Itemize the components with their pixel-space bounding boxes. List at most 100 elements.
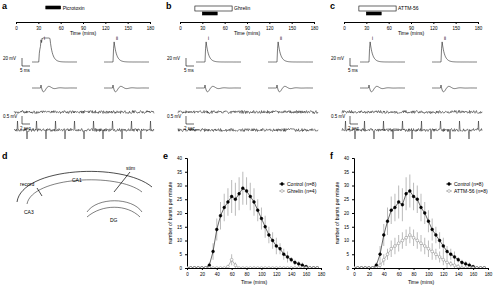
error-bar <box>402 232 403 249</box>
trace-label: ii <box>444 36 446 41</box>
trace-label: i <box>372 36 373 41</box>
waveform <box>360 42 405 62</box>
data-point <box>412 236 415 239</box>
data-point <box>308 267 311 268</box>
panel-label: d <box>2 151 8 161</box>
data-point <box>271 267 274 268</box>
tick: 10 <box>344 238 354 243</box>
data-point <box>438 239 441 242</box>
data-point <box>394 206 397 209</box>
error-bar <box>231 254 232 265</box>
tick-mark <box>456 22 457 24</box>
data-point <box>200 267 203 268</box>
error-bar <box>235 263 236 269</box>
tick-label: 0 <box>186 272 189 277</box>
data-point <box>356 267 359 268</box>
tick: 120 <box>430 22 438 31</box>
tick-mark <box>185 158 187 159</box>
data-point <box>472 267 475 268</box>
tick-label: 5 <box>179 252 182 257</box>
tick-label: 20 <box>177 211 183 216</box>
tick-label: 15 <box>177 225 183 230</box>
error-bar <box>465 261 466 267</box>
data-point <box>375 267 378 268</box>
tick-mark <box>83 22 84 24</box>
tick-mark <box>202 22 203 24</box>
error-bar <box>428 241 429 258</box>
axis-line <box>355 269 489 271</box>
tick: 160 <box>470 268 478 277</box>
error-bar <box>409 175 410 208</box>
error-bar <box>432 219 433 241</box>
data-point <box>431 228 434 231</box>
legend-marker <box>448 183 451 186</box>
tick-label: 0 <box>179 266 182 271</box>
tick-label: 0 <box>343 26 346 31</box>
tick: 140 <box>455 268 463 277</box>
tick-label: 30 <box>177 183 183 188</box>
trace-label: 0.5 mV <box>331 114 345 119</box>
data-point <box>390 209 393 212</box>
error-bar <box>380 263 381 269</box>
data-point <box>371 267 374 268</box>
record-electrode <box>37 188 42 196</box>
tick-mark <box>185 172 187 173</box>
axis-title: Time (mins) <box>241 279 268 285</box>
data-point <box>297 262 300 265</box>
long-trace <box>14 121 154 139</box>
tick-label: 100 <box>258 272 266 277</box>
tick-mark <box>352 186 354 187</box>
tick-label: 80 <box>245 272 251 277</box>
tick-label: 150 <box>452 26 460 31</box>
error-bar <box>394 238 395 255</box>
error-bar <box>239 177 240 210</box>
tick-mark <box>202 268 203 270</box>
waveform <box>432 42 477 62</box>
data-point <box>364 267 367 268</box>
traces <box>342 42 482 139</box>
trace-label: 2 sec <box>20 126 32 131</box>
error-bar <box>447 257 448 268</box>
tick: 15 <box>344 225 354 230</box>
trace-label: i <box>44 36 45 41</box>
data-point <box>427 247 430 250</box>
tick: 40 <box>382 268 388 277</box>
data-point <box>219 214 222 217</box>
tick: 80 <box>412 268 418 277</box>
tick-mark <box>276 268 277 270</box>
data-point <box>438 256 441 259</box>
data-point <box>401 239 404 242</box>
error-bar <box>435 227 436 244</box>
error-bar <box>216 219 217 241</box>
tick-label: 40 <box>177 156 183 161</box>
tick-mark <box>352 172 354 173</box>
data-point <box>397 201 400 204</box>
error-bar <box>421 235 422 252</box>
data-point <box>227 265 230 268</box>
data-point <box>208 267 211 268</box>
scale-bar <box>22 58 30 66</box>
bars <box>359 6 396 15</box>
error-bar <box>461 265 462 268</box>
tick-mark <box>443 268 444 270</box>
field-waveform <box>32 85 77 92</box>
data-point <box>245 267 248 268</box>
data-point <box>290 258 293 261</box>
data-point <box>282 253 285 256</box>
tick-label: 0 <box>179 26 182 31</box>
data-point <box>379 253 382 256</box>
data-point <box>367 267 370 268</box>
application-bar <box>366 12 381 15</box>
diagram-label: record <box>20 181 34 187</box>
tick-label: 180 <box>318 272 326 277</box>
tick-mark <box>292 22 293 24</box>
tick: 35 <box>177 170 187 175</box>
error-bar <box>250 183 251 211</box>
tick: 140 <box>288 268 296 277</box>
tick-label: 20 <box>367 272 373 277</box>
trace-label: ii <box>116 36 118 41</box>
data-point <box>453 264 456 267</box>
data-point <box>187 267 188 268</box>
tick: 120 <box>440 268 448 277</box>
error-bar <box>387 249 388 260</box>
